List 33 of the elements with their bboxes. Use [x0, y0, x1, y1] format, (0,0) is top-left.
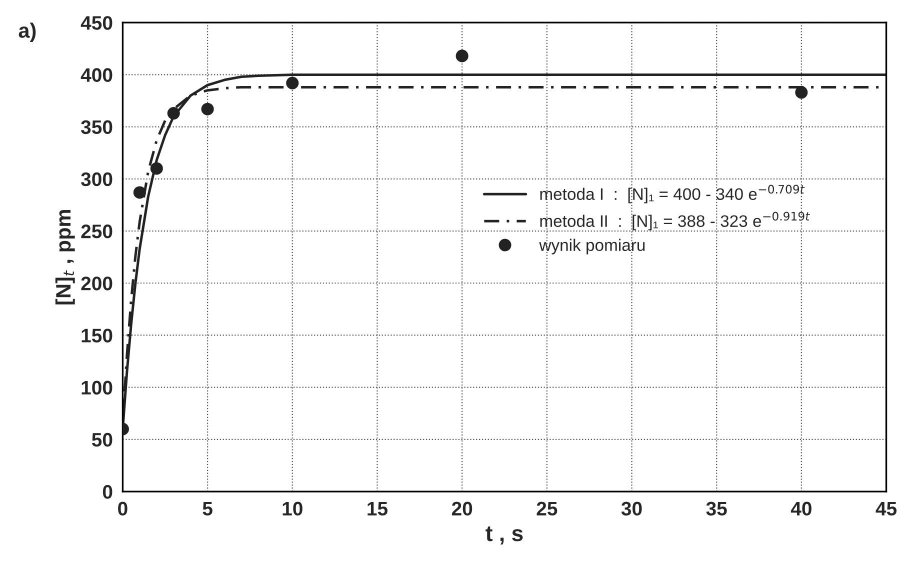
- point: [795, 86, 808, 99]
- text: a): [18, 22, 36, 42]
- y-tick-label: 350: [81, 120, 112, 134]
- legend-label: metoda II : [N]₁ = 388 - 323 e$^{−0.919t}$: [540, 212, 810, 230]
- point: [456, 50, 468, 62]
- y-tick-label: 150: [82, 328, 112, 342]
- x-tick-label: 0: [118, 502, 128, 516]
- legend-label: wynik pomiaru: [539, 238, 645, 254]
- point: [133, 186, 146, 199]
- x-tick-label: 10: [282, 502, 302, 516]
- x-tick-label: 30: [621, 502, 642, 516]
- y-tick-label: 250: [81, 224, 112, 238]
- x-tick-label: 20: [452, 502, 472, 516]
- y-tick-label: 450: [80, 16, 112, 30]
- y-tick-label: 300: [81, 172, 112, 186]
- point: [201, 102, 214, 116]
- y-axis-title: [N]$_{t}$ , ppm: [55, 210, 75, 304]
- y-tick-label: 400: [80, 68, 112, 82]
- y-tick-label: 200: [81, 276, 112, 290]
- legend-label: metoda I : [N]₁ = 400 - 340 e$^{−0.709t}$: [540, 184, 805, 204]
- point: [167, 106, 180, 120]
- y-tick-label: 100: [82, 380, 112, 395]
- x-axis-title: t , s: [486, 526, 523, 544]
- x-tick-label: 35: [706, 502, 727, 516]
- point: [150, 162, 163, 175]
- x-tick-label: 5: [202, 502, 212, 516]
- x-tick-label: 45: [876, 502, 897, 516]
- y-tick-label: 0: [102, 485, 112, 499]
- point: [286, 76, 299, 90]
- y-tick-label: 50: [92, 432, 112, 447]
- x-tick-label: 40: [790, 502, 812, 516]
- x-tick-label: 25: [536, 502, 558, 516]
- x-tick-label: 15: [368, 502, 388, 516]
